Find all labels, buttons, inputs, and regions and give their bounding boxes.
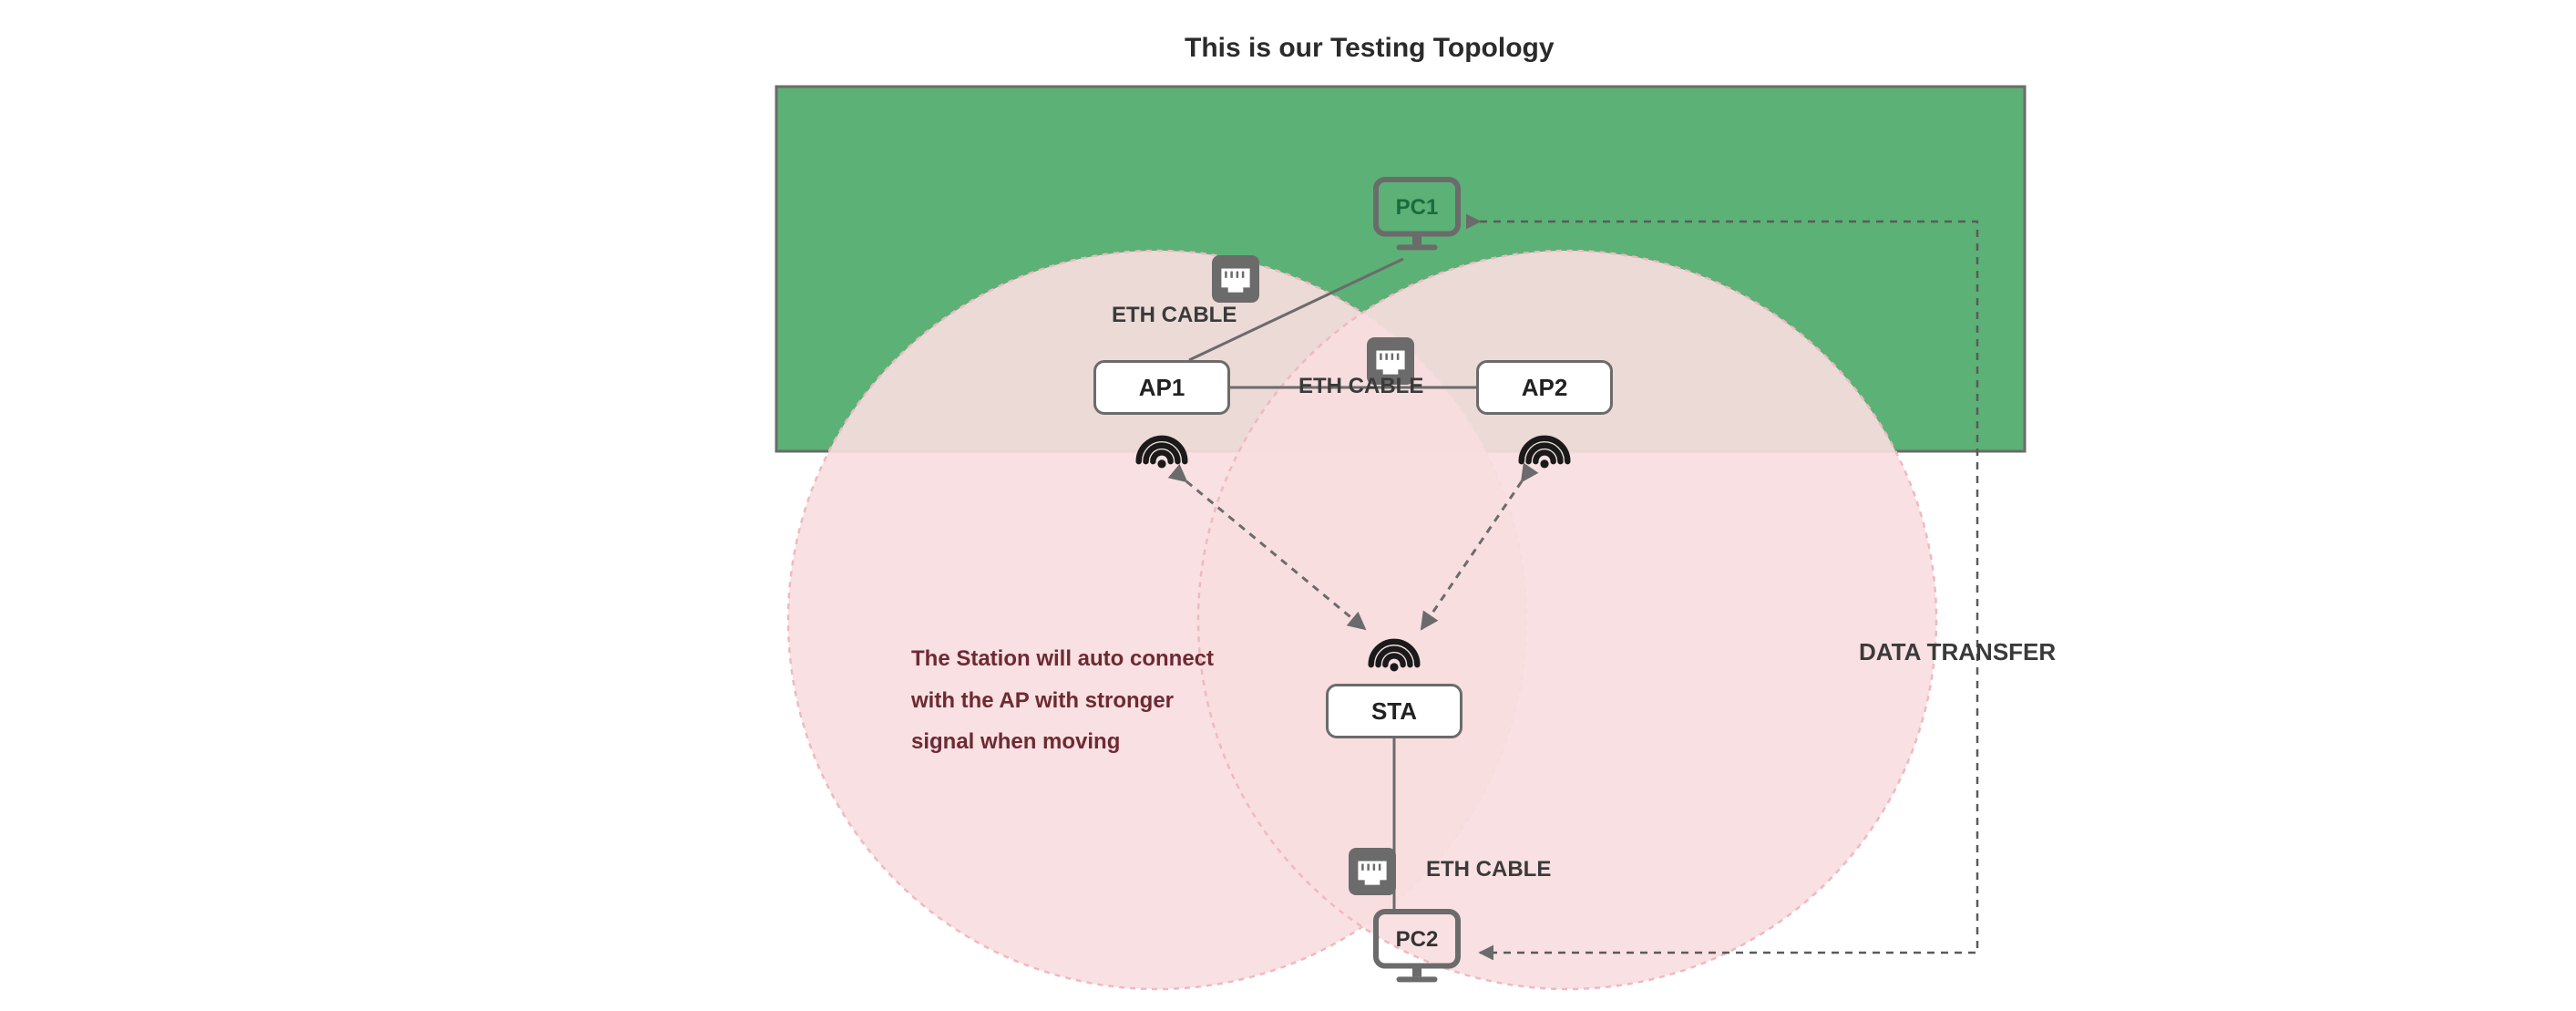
label-eth-cable-1: ETH CABLE xyxy=(1112,303,1237,328)
node-sta: STA xyxy=(1326,684,1462,738)
wifi-icon xyxy=(1522,438,1568,469)
wifi-icon xyxy=(1139,438,1185,469)
label-eth-cable-3: ETH CABLE xyxy=(1426,857,1551,882)
node-ap1: AP1 xyxy=(1093,360,1230,415)
node-ap2: AP2 xyxy=(1476,360,1613,415)
diagram-svg-layer: PC1 PC2 xyxy=(0,0,2576,1011)
node-ap1-label: AP1 xyxy=(1139,374,1185,402)
station-note-line-1: The Station will auto connect xyxy=(911,638,1214,680)
station-note: The Station will auto connect with the A… xyxy=(911,638,1214,763)
ethernet-icon xyxy=(1349,848,1396,895)
node-sta-label: STA xyxy=(1371,697,1417,726)
diagram-canvas: This is our Testing Topology PC1PC2 AP1 … xyxy=(0,0,2576,1011)
node-ap2-label: AP2 xyxy=(1522,374,1568,402)
station-note-line-2: with the AP with stronger xyxy=(911,680,1214,722)
label-eth-cable-2: ETH CABLE xyxy=(1298,374,1423,399)
label-data-transfer: DATA TRANSFER xyxy=(1859,638,2056,666)
svg-text:PC1: PC1 xyxy=(1396,195,1439,220)
ethernet-icon xyxy=(1212,255,1259,303)
svg-text:PC2: PC2 xyxy=(1396,927,1439,952)
station-note-line-3: signal when moving xyxy=(911,721,1214,763)
wifi-icon xyxy=(1371,642,1418,672)
